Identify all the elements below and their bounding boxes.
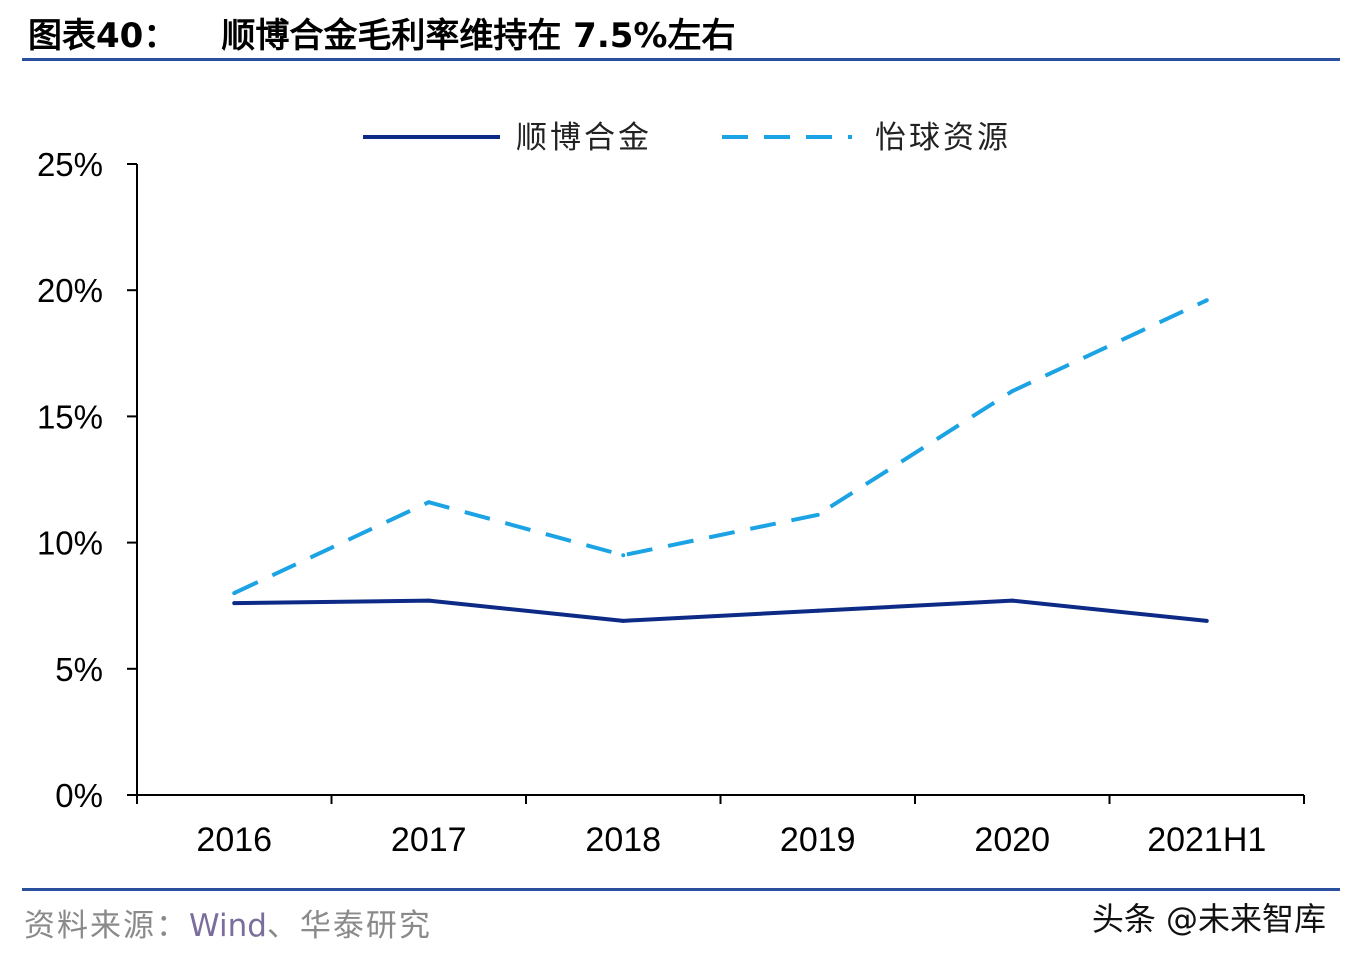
x-tick-label: 2016	[196, 821, 272, 859]
top-divider	[22, 58, 1340, 61]
data-point	[1010, 598, 1015, 603]
x-tick-label: 2019	[780, 821, 856, 859]
source-suffix: 、华泰研究	[266, 908, 432, 944]
data-point	[1010, 389, 1015, 394]
x-tick-label: 2020	[974, 821, 1050, 859]
watermark: 头条 @未来智库	[1091, 900, 1326, 938]
y-tick-label: 10%	[37, 525, 103, 562]
data-point	[815, 512, 820, 517]
data-point	[1204, 298, 1209, 303]
y-tick-label: 15%	[37, 398, 103, 435]
axes: 0% 5% 10% 15% 20% 25% 2016 2017 2018 2019 2020 2021…	[37, 146, 1305, 859]
data-point	[1204, 618, 1209, 623]
source-wind: Wind	[189, 908, 267, 944]
source-note: 资料来源：Wind、华泰研究	[24, 900, 432, 945]
figure-title-text: 顺博合金毛利率维持在 7.5%左右	[221, 16, 736, 56]
legend: 顺博合金 怡球资源	[363, 120, 1011, 156]
y-tick-label: 20%	[37, 272, 103, 309]
legend-label: 顺博合金	[516, 120, 652, 156]
data-point	[232, 601, 237, 606]
data-point	[815, 608, 820, 613]
y-tick-label: 0%	[55, 777, 103, 814]
y-tick-label: 5%	[55, 651, 103, 688]
series-line	[233, 298, 1208, 595]
data-point	[426, 500, 431, 505]
series-line	[234, 598, 1207, 623]
x-tick-label: 2018	[585, 821, 661, 859]
chart-title: 图表40： 顺博合金毛利率维持在 7.5%左右	[28, 8, 735, 57]
legend-label: 怡球资源	[875, 120, 1011, 156]
figure-label: 图表40：	[28, 16, 178, 56]
data-point	[426, 598, 431, 603]
source-prefix: 资料来源：	[24, 908, 189, 944]
y-tick-label: 25%	[37, 146, 103, 183]
x-tick-label: 2021H1	[1147, 821, 1266, 859]
series-group	[232, 298, 1209, 623]
bottom-divider	[22, 888, 1340, 891]
data-point	[621, 553, 626, 558]
data-point	[621, 618, 626, 623]
data-point	[232, 591, 237, 596]
x-tick-label: 2017	[391, 821, 467, 859]
